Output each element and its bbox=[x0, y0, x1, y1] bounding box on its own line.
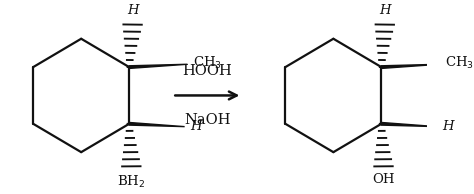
Text: BH$_2$: BH$_2$ bbox=[117, 173, 146, 190]
Text: HOOH: HOOH bbox=[182, 64, 232, 78]
Text: CH$_3$: CH$_3$ bbox=[192, 55, 221, 71]
Text: NaOH: NaOH bbox=[184, 113, 230, 127]
Text: H: H bbox=[127, 4, 138, 17]
Text: H: H bbox=[190, 120, 201, 133]
Text: H: H bbox=[379, 4, 391, 17]
Text: H: H bbox=[442, 120, 454, 133]
Polygon shape bbox=[129, 122, 185, 127]
Polygon shape bbox=[381, 122, 437, 127]
Text: OH: OH bbox=[372, 173, 395, 186]
Text: CH$_3$: CH$_3$ bbox=[445, 55, 474, 71]
Polygon shape bbox=[129, 64, 187, 68]
Polygon shape bbox=[381, 64, 439, 68]
